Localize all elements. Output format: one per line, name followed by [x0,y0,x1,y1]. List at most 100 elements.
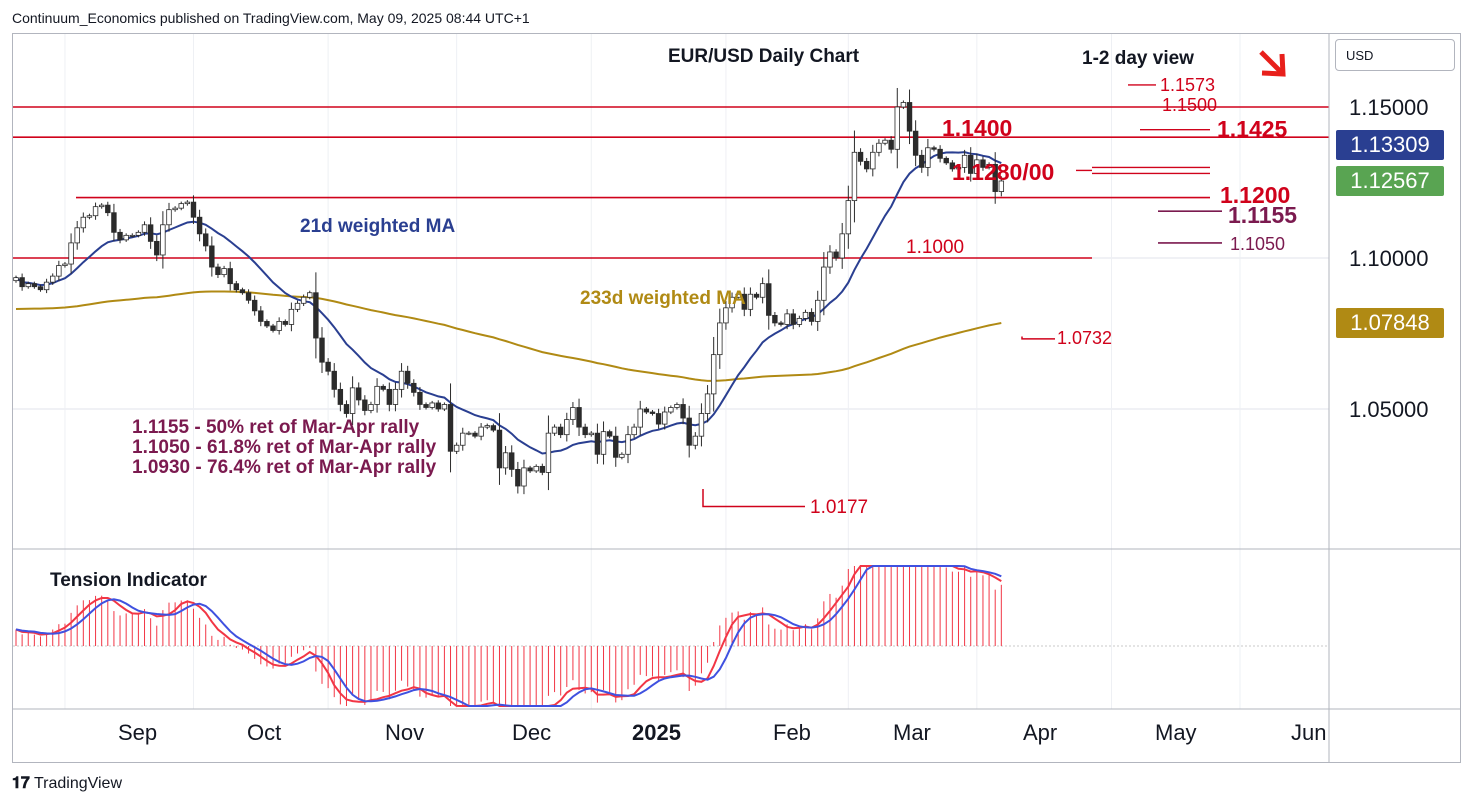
currency-selector[interactable]: USD [1335,39,1455,71]
candle [545,415,552,491]
candle [196,209,203,242]
candle [692,432,699,450]
arrow-down-right-icon [1259,50,1286,77]
candle [955,165,962,171]
candle-body [92,206,99,217]
retracement-note-2: 1.1050 - 61.8% ret of Mar-Apr rally [132,437,437,458]
candle-body [998,180,1005,192]
x-tick-label: Jun [1291,720,1327,745]
candle [386,382,393,412]
candle-body [337,388,344,405]
candle [674,402,680,410]
candle [649,409,656,416]
candle-body [594,432,601,455]
candle [453,442,460,454]
candle [502,445,509,475]
candle [460,427,466,451]
candle [178,201,184,211]
candle [790,309,796,330]
candle [753,292,760,300]
candle [380,384,386,392]
candle [876,139,882,157]
candle [288,302,295,332]
candle [655,408,662,429]
candle-body [392,388,399,405]
candle [772,311,778,327]
candle [325,358,331,376]
candle-body [196,216,203,235]
candle-body [398,370,405,390]
candle-body [215,266,221,276]
candle [943,156,949,165]
tradingview-logo[interactable]: 𝟏𝟕 TradingView [12,775,122,793]
candle-body [937,148,943,159]
candle [98,203,105,209]
candle-body [784,313,790,325]
candle-body [704,393,711,414]
candle [968,147,974,182]
candle [496,413,503,485]
candle [209,236,215,277]
candle [900,100,907,110]
level-label-11155: 1.1155 [1228,202,1297,228]
candle-body [123,234,129,241]
price-badge-ma21: 1.13309 [1336,130,1444,160]
candle-body [949,162,956,170]
candle-body [655,413,662,425]
candle [50,273,56,285]
candle-body [111,212,117,233]
candle-body [80,216,87,229]
candle [300,294,307,307]
x-tick-label: Apr [1023,720,1058,745]
candle-body [851,151,858,202]
candle-body [747,293,754,310]
candle-body [606,431,613,437]
candle [564,412,570,442]
chart-title: EUR/USD Daily Chart [668,46,860,67]
candle [857,148,864,166]
candle-body [931,147,937,150]
candle [594,423,601,464]
candle-body [625,434,631,455]
tradingview-logo-icon: 𝟏𝟕 [12,775,30,792]
candle-body [478,426,484,437]
candle-body [56,265,62,277]
candle [974,153,980,180]
candle [912,120,919,167]
candle-body [821,266,827,301]
candle [729,292,735,313]
candle-body [319,337,325,363]
candle [154,235,160,262]
candle [56,260,62,281]
candle [215,263,221,279]
tradingview-logo-text: TradingView [33,775,122,792]
candle [680,398,686,425]
publisher-caption: Continuum_Economics published on Trading… [12,10,530,26]
candle [92,202,99,220]
candle [686,405,692,458]
candle-body [686,417,692,446]
ma233-line [15,290,1002,382]
candle [25,281,31,289]
candle [86,213,93,220]
candle [833,249,839,261]
candle-body [386,388,393,405]
candle-body [674,404,680,408]
candle-body [827,251,833,268]
candle [919,149,925,173]
level-label-11000: 1.1000 [906,237,964,258]
candle-body [362,399,368,411]
candle [160,211,166,269]
candle [141,221,148,236]
candle-body [178,203,184,209]
candle-body [521,467,527,487]
candle [570,402,576,426]
candle [294,300,301,313]
candle [429,400,435,410]
candle [251,295,258,316]
candle [992,152,998,204]
level-label-11500: 1.1500 [1162,95,1217,115]
candle [356,382,362,406]
x-tick-label: Mar [893,720,931,745]
